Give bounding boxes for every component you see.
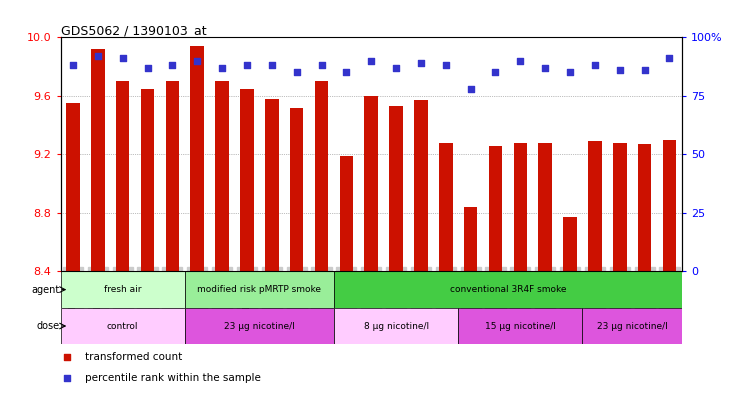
Bar — [116, 81, 129, 272]
Bar — [334, 272, 682, 308]
Bar — [365, 96, 378, 272]
Text: control: control — [107, 321, 139, 331]
Point — [465, 86, 477, 92]
Text: GDS5062 / 1390103_at: GDS5062 / 1390103_at — [61, 24, 206, 37]
Text: conventional 3R4F smoke: conventional 3R4F smoke — [449, 285, 566, 294]
Bar — [290, 108, 303, 272]
Text: percentile rank within the sample: percentile rank within the sample — [86, 373, 261, 383]
Bar — [414, 100, 428, 272]
Point — [61, 375, 72, 381]
Bar — [463, 207, 477, 272]
Bar — [663, 140, 676, 272]
Bar — [439, 143, 452, 272]
Bar — [240, 88, 254, 272]
Bar — [314, 81, 328, 272]
Text: fresh air: fresh air — [104, 285, 142, 294]
Point — [92, 53, 104, 59]
Text: modified risk pMRTP smoke: modified risk pMRTP smoke — [197, 285, 321, 294]
Point — [266, 62, 277, 68]
Point — [340, 69, 352, 75]
Point — [365, 58, 377, 64]
Bar — [458, 308, 582, 344]
Bar — [588, 141, 601, 272]
Bar — [638, 144, 652, 272]
Text: 23 μg nicotine/l: 23 μg nicotine/l — [224, 321, 294, 331]
Point — [440, 62, 452, 68]
Bar — [184, 272, 334, 308]
Bar — [61, 308, 184, 344]
Bar — [190, 46, 204, 272]
Text: 15 μg nicotine/l: 15 μg nicotine/l — [485, 321, 556, 331]
Bar — [215, 81, 229, 272]
Point — [564, 69, 576, 75]
Point — [216, 64, 228, 71]
Bar — [66, 103, 80, 272]
Bar — [141, 88, 154, 272]
Point — [291, 69, 303, 75]
Point — [539, 64, 551, 71]
Point — [191, 58, 203, 64]
Text: agent: agent — [31, 285, 59, 295]
Text: 23 μg nicotine/l: 23 μg nicotine/l — [597, 321, 668, 331]
Bar — [582, 308, 682, 344]
Bar — [389, 106, 403, 272]
Point — [241, 62, 253, 68]
Point — [415, 60, 427, 66]
Bar — [334, 308, 458, 344]
Point — [589, 62, 601, 68]
Text: transformed count: transformed count — [86, 353, 182, 362]
Bar — [184, 308, 334, 344]
Bar — [165, 81, 179, 272]
Bar — [265, 99, 279, 272]
Bar — [514, 143, 527, 272]
Bar — [489, 145, 503, 272]
Point — [67, 62, 79, 68]
Text: 8 μg nicotine/l: 8 μg nicotine/l — [364, 321, 429, 331]
Bar — [91, 49, 105, 272]
Point — [514, 58, 526, 64]
Point — [614, 67, 626, 73]
Bar — [61, 272, 184, 308]
Bar — [563, 217, 577, 272]
Point — [61, 354, 72, 360]
Bar — [613, 143, 627, 272]
Point — [489, 69, 501, 75]
Point — [390, 64, 402, 71]
Point — [316, 62, 328, 68]
Point — [638, 67, 650, 73]
Bar — [339, 156, 354, 272]
Point — [167, 62, 179, 68]
Point — [117, 55, 128, 62]
Point — [663, 55, 675, 62]
Point — [142, 64, 154, 71]
Bar — [538, 143, 552, 272]
Text: dose: dose — [36, 321, 59, 331]
